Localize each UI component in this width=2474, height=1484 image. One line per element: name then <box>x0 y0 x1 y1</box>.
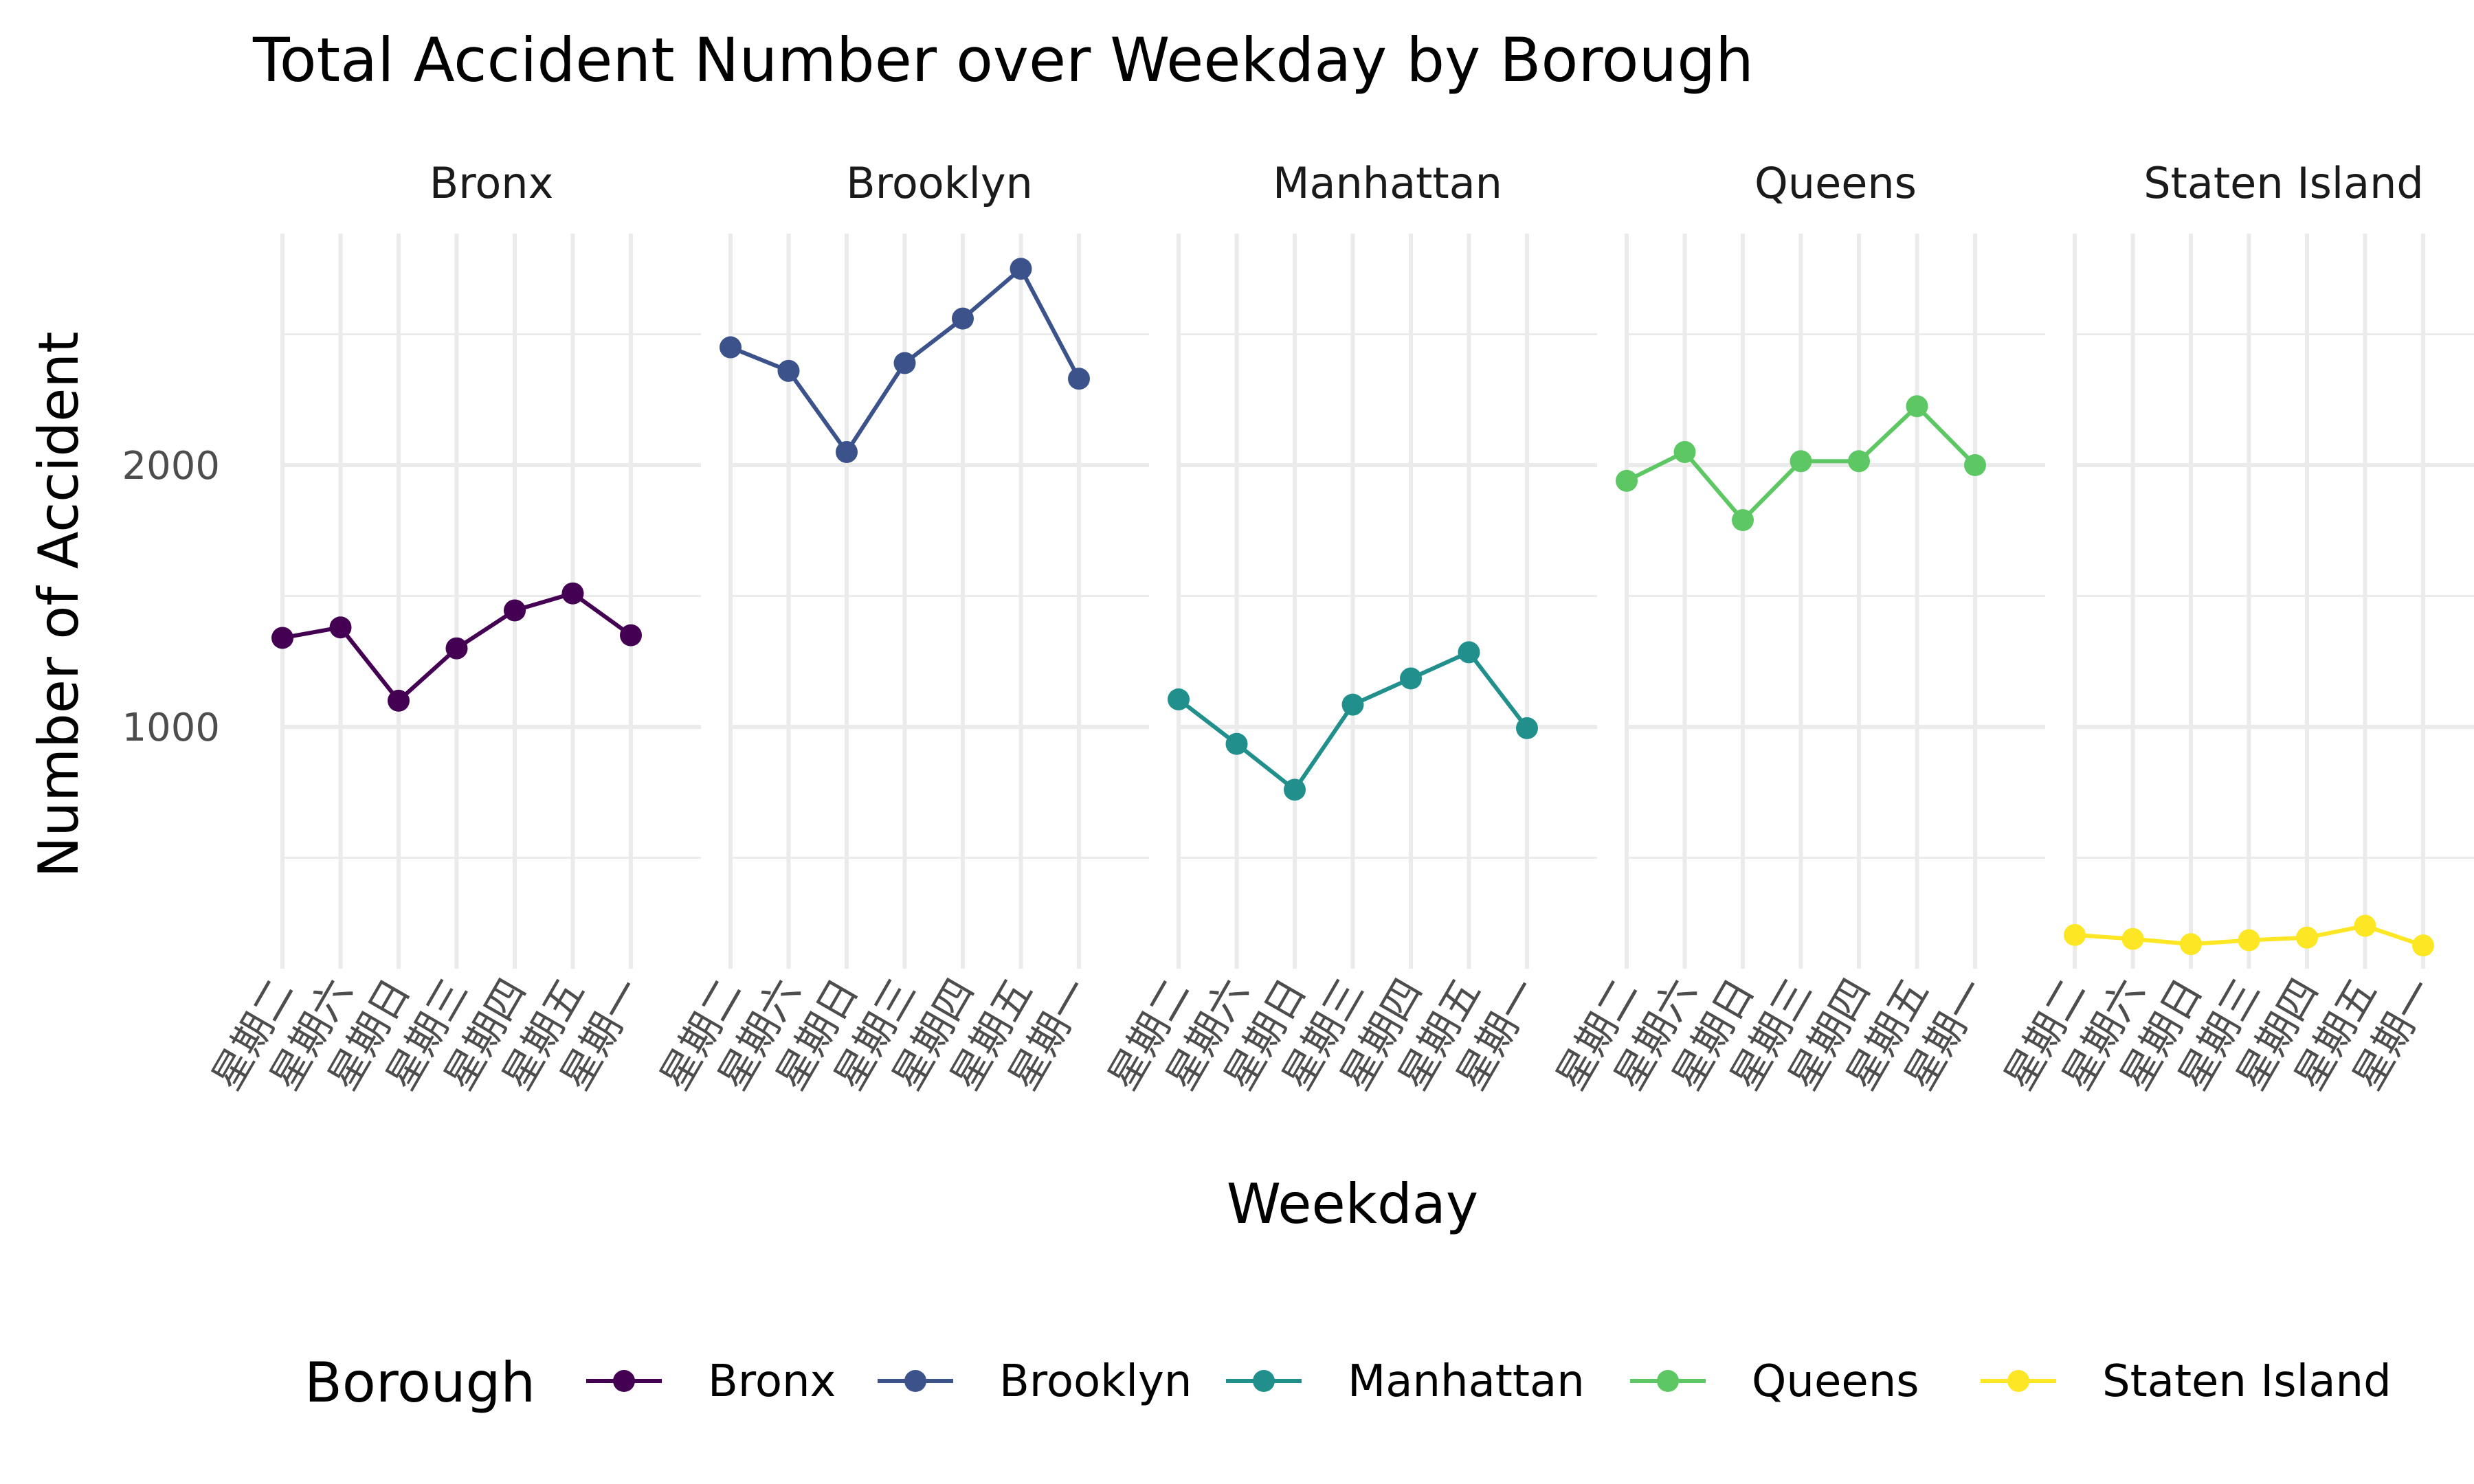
data-point <box>388 689 410 712</box>
legend-item-brooklyn: Brooklyn <box>878 1356 1192 1407</box>
facet-label: Queens <box>1754 158 1917 208</box>
data-point <box>2412 934 2434 957</box>
data-point <box>2354 914 2376 937</box>
legend-key-point <box>2007 1370 2029 1392</box>
data-point <box>561 582 584 605</box>
legend-label: Brooklyn <box>999 1356 1192 1407</box>
data-point <box>504 599 526 622</box>
data-point <box>1848 450 1870 473</box>
data-point <box>2296 926 2318 949</box>
data-point <box>1732 509 1754 532</box>
data-point <box>271 627 293 649</box>
legend-item-manhattan: Manhattan <box>1226 1356 1585 1407</box>
facet-label: Manhattan <box>1273 158 1502 208</box>
facet-label: Brooklyn <box>846 158 1033 208</box>
data-point <box>1010 258 1032 280</box>
data-point <box>2064 923 2086 946</box>
data-point <box>1516 717 1538 739</box>
data-point <box>893 352 916 374</box>
legend-label: Bronx <box>708 1356 836 1407</box>
data-point <box>777 359 800 382</box>
x-axis-title: Weekday <box>1227 1172 1478 1236</box>
legend-item-staten-island: Staten Island <box>1981 1356 2392 1407</box>
chart-title: Total Accident Number over Weekday by Bo… <box>252 25 1754 95</box>
data-point <box>1458 641 1480 664</box>
legend-key-point <box>613 1370 635 1392</box>
legend-key-point <box>1253 1370 1275 1392</box>
data-point <box>1673 440 1696 463</box>
data-point <box>1068 368 1090 390</box>
legend: Borough Bronx Brooklyn Manhattan Queens Stat… <box>304 1351 2392 1415</box>
legend-label: Staten Island <box>2102 1356 2392 1407</box>
data-point <box>836 440 858 463</box>
data-point <box>952 307 974 330</box>
data-point <box>1616 469 1638 492</box>
data-point <box>720 336 742 359</box>
legend-item-bronx: Bronx <box>586 1356 836 1407</box>
data-point <box>2238 929 2260 952</box>
data-point <box>1790 450 1812 473</box>
y-axis-title: Number of Accident <box>27 332 91 878</box>
facet-label: Bronx <box>430 158 554 208</box>
data-point <box>329 616 352 639</box>
legend-key-point <box>1657 1370 1679 1392</box>
data-point <box>620 624 642 647</box>
data-point <box>1168 688 1190 710</box>
legend-label: Manhattan <box>1348 1356 1585 1407</box>
data-point <box>2121 928 2144 950</box>
legend-label: Queens <box>1752 1356 1919 1407</box>
legend-title: Borough <box>304 1351 535 1415</box>
y-tick-label: 2000 <box>122 444 220 488</box>
data-point <box>1906 395 1928 418</box>
data-point <box>1225 732 1248 755</box>
facet-label: Staten Island <box>2143 158 2424 208</box>
data-point <box>445 637 468 660</box>
data-point <box>1284 778 1306 801</box>
data-point <box>1964 454 1986 476</box>
data-point <box>1400 667 1422 690</box>
legend-key-point <box>904 1370 926 1392</box>
legend-item-queens: Queens <box>1630 1356 1919 1407</box>
facet-panels: Bronx10002000星期二星期六星期日星期三星期四星期五星期一Brookl… <box>122 158 2474 1098</box>
data-point <box>1341 693 1364 716</box>
y-tick-label: 1000 <box>122 706 220 750</box>
data-point <box>2180 933 2202 956</box>
